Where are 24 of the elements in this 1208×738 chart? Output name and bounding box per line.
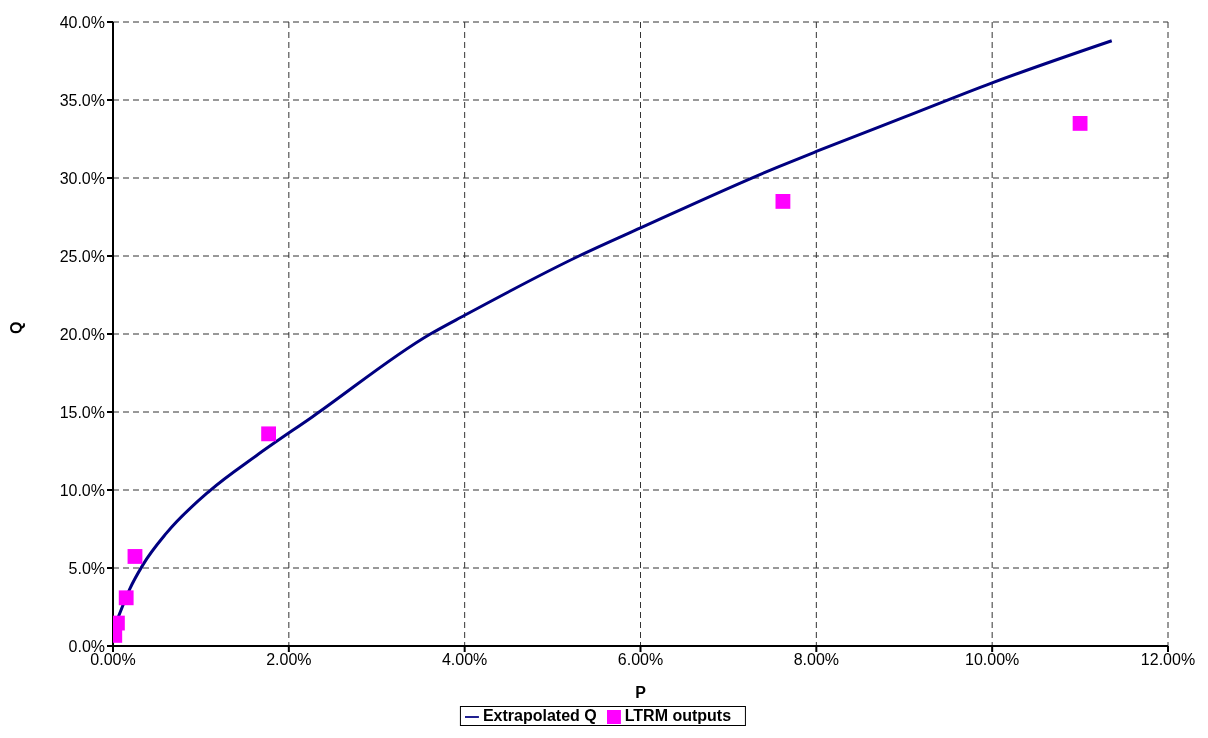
point [775,193,791,209]
x-tick-label: 2.00% [266,651,312,669]
x-axis-title: P [635,684,647,701]
legend-label: Extrapolated Q [482,707,597,724]
y-tick-label: 40.0% [59,13,105,31]
x-tick-label: 4.00% [441,651,488,669]
y-tick-label: 30.0% [59,169,105,187]
y-axis-title: Q [7,321,25,334]
point [261,426,277,442]
x-tick-label: 6.00% [617,651,664,669]
y-tick-label: 15.0% [59,403,105,421]
legend-label: LTRM outputs [624,707,732,724]
y-tick-label: 20.0% [59,325,105,343]
x-tick-label: 10.00% [965,651,1020,669]
point [118,590,134,606]
point [1072,115,1088,131]
x-tick-label: 0.00% [90,651,136,669]
y-tick-label: 5.0% [68,559,105,577]
y-tick-label: 35.0% [59,91,105,109]
x-tick-label: 12.00% [1140,651,1196,669]
y-tick-label: 10.0% [59,481,105,499]
x-tick-label: 8.00% [793,651,840,669]
point [127,549,143,564]
y-tick-label: 25.0% [59,247,105,265]
